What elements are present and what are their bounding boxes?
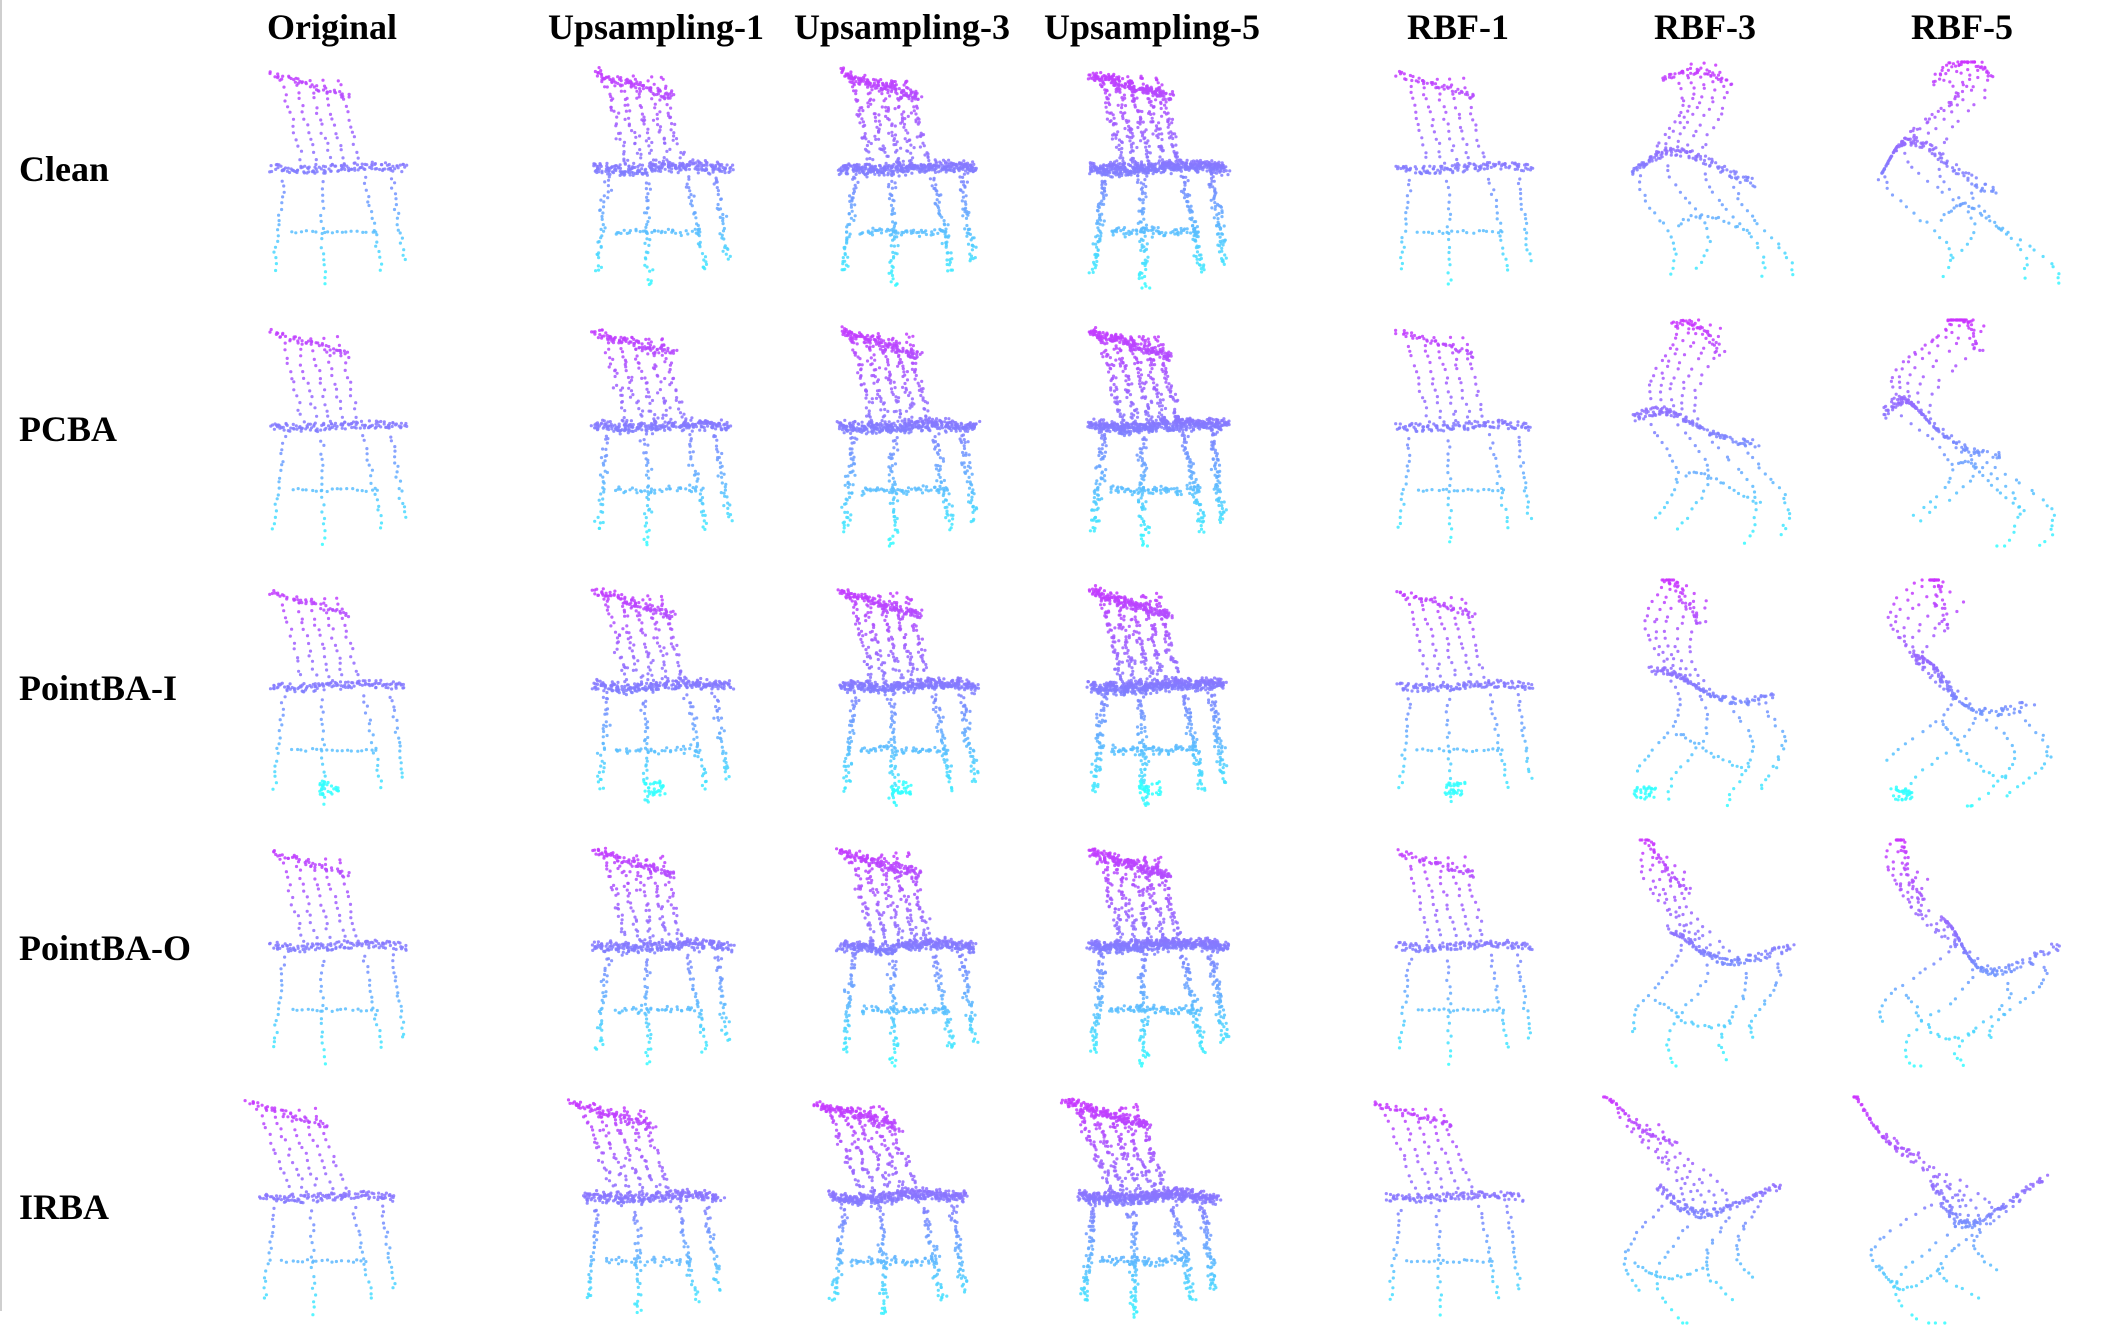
point-cloud-pointba-i-upsampling-5 [1042,578,1262,808]
chair-point-cloud-icon [1852,318,2072,548]
chair-point-cloud-icon [222,60,442,290]
chair-point-cloud-icon [1348,838,1568,1068]
chair-point-cloud-icon [1595,60,1815,290]
chair-point-cloud-icon [1595,578,1815,808]
point-cloud-irba-rbf-5 [1852,1095,2072,1325]
chair-point-cloud-icon [792,1095,1012,1325]
chair-point-cloud-icon [792,60,1012,290]
chair-point-cloud-icon [1595,838,1815,1068]
chair-point-cloud-icon [222,578,442,808]
column-header-original: Original [267,6,397,48]
row-label-clean: Clean [19,148,109,190]
point-cloud-pointba-i-rbf-5 [1852,578,2072,808]
point-cloud-pointba-o-upsampling-5 [1042,838,1262,1068]
point-cloud-pcba-upsampling-5 [1042,318,1262,548]
point-cloud-pointba-i-upsampling-3 [792,578,1012,808]
point-cloud-pcba-upsampling-3 [792,318,1012,548]
chair-point-cloud-icon [1348,578,1568,808]
point-cloud-pcba-rbf-5 [1852,318,2072,548]
point-cloud-irba-rbf-3 [1595,1095,1815,1325]
chair-point-cloud-icon [546,318,766,548]
chair-point-cloud-icon [546,838,766,1068]
column-header-rbf-3: RBF-3 [1654,6,1756,48]
point-cloud-clean-rbf-1 [1348,60,1568,290]
figure-left-border [0,0,2,1311]
point-cloud-clean-original [222,60,442,290]
point-cloud-pointba-o-upsampling-3 [792,838,1012,1068]
chair-point-cloud-icon [792,318,1012,548]
column-header-upsampling-3: Upsampling-3 [794,6,1010,48]
chair-point-cloud-icon [1595,1095,1815,1325]
chair-point-cloud-icon [1852,838,2072,1068]
column-header-upsampling-1: Upsampling-1 [548,6,764,48]
chair-point-cloud-icon [1852,60,2072,290]
point-cloud-irba-original [222,1095,442,1325]
chair-point-cloud-icon [792,578,1012,808]
point-cloud-pointba-i-rbf-1 [1348,578,1568,808]
chair-point-cloud-icon [1042,318,1262,548]
chair-point-cloud-icon [1852,578,2072,808]
point-cloud-irba-rbf-1 [1348,1095,1568,1325]
chair-point-cloud-icon [1348,60,1568,290]
point-cloud-clean-upsampling-3 [792,60,1012,290]
point-cloud-clean-rbf-5 [1852,60,2072,290]
column-header-rbf-5: RBF-5 [1911,6,2013,48]
chair-point-cloud-icon [222,838,442,1068]
chair-point-cloud-icon [546,1095,766,1325]
point-cloud-irba-upsampling-3 [792,1095,1012,1325]
chair-point-cloud-icon [1042,838,1262,1068]
point-cloud-irba-upsampling-5 [1042,1095,1262,1325]
point-cloud-pointba-o-rbf-5 [1852,838,2072,1068]
point-cloud-irba-upsampling-1 [546,1095,766,1325]
point-cloud-clean-upsampling-1 [546,60,766,290]
row-label-pcba: PCBA [19,408,117,450]
column-header-rbf-1: RBF-1 [1407,6,1509,48]
chair-point-cloud-icon [1852,1095,2072,1325]
point-cloud-pcba-original [222,318,442,548]
chair-point-cloud-icon [1348,318,1568,548]
chair-point-cloud-icon [546,60,766,290]
point-cloud-pcba-upsampling-1 [546,318,766,548]
point-cloud-pointba-i-original [222,578,442,808]
chair-point-cloud-icon [546,578,766,808]
point-cloud-pointba-i-upsampling-1 [546,578,766,808]
point-cloud-clean-upsampling-5 [1042,60,1262,290]
column-header-upsampling-5: Upsampling-5 [1044,6,1260,48]
chair-point-cloud-icon [1595,318,1815,548]
chair-point-cloud-icon [1348,1095,1568,1325]
point-cloud-pointba-i-rbf-3 [1595,578,1815,808]
chair-point-cloud-icon [1042,1095,1262,1325]
point-cloud-clean-rbf-3 [1595,60,1815,290]
point-cloud-pointba-o-rbf-3 [1595,838,1815,1068]
chair-point-cloud-icon [222,1095,442,1325]
point-cloud-pcba-rbf-3 [1595,318,1815,548]
row-label-pointba-i: PointBA-I [19,667,177,709]
point-cloud-pcba-rbf-1 [1348,318,1568,548]
chair-point-cloud-icon [792,838,1012,1068]
point-cloud-pointba-o-upsampling-1 [546,838,766,1068]
chair-point-cloud-icon [1042,578,1262,808]
row-label-pointba-o: PointBA-O [19,927,191,969]
row-label-irba: IRBA [19,1186,109,1228]
chair-point-cloud-icon [1042,60,1262,290]
point-cloud-pointba-o-rbf-1 [1348,838,1568,1068]
point-cloud-pointba-o-original [222,838,442,1068]
chair-point-cloud-icon [222,318,442,548]
